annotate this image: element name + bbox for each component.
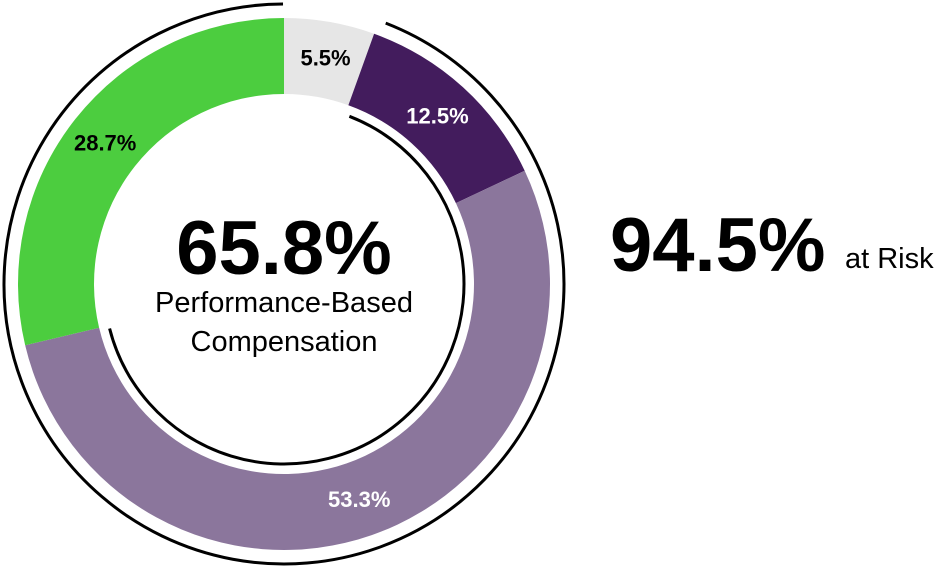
slice-label-2: 53.3% — [328, 487, 390, 512]
slice-label-1: 12.5% — [406, 103, 468, 128]
at-risk-caption: at Risk — [845, 243, 934, 275]
slice-1 — [348, 33, 525, 204]
donut-slices — [18, 18, 550, 550]
slice-labels: 5.5% 12.5% 53.3% 28.7% — [74, 45, 469, 512]
slice-0 — [284, 18, 375, 106]
performance-based-caption-line2: Compensation — [191, 326, 378, 358]
at-risk-value: 94.5% — [610, 203, 826, 288]
slice-2 — [25, 170, 550, 550]
slice-label-3: 28.7% — [74, 131, 136, 156]
performance-based-caption-line1: Performance-Based — [155, 287, 413, 319]
performance-based-value: 65.8% — [176, 206, 392, 291]
slice-label-0: 5.5% — [300, 45, 350, 70]
slice-3 — [18, 18, 285, 346]
performance-based-inner-arc — [108, 114, 466, 466]
at-risk-outer-arc — [2, 2, 566, 566]
